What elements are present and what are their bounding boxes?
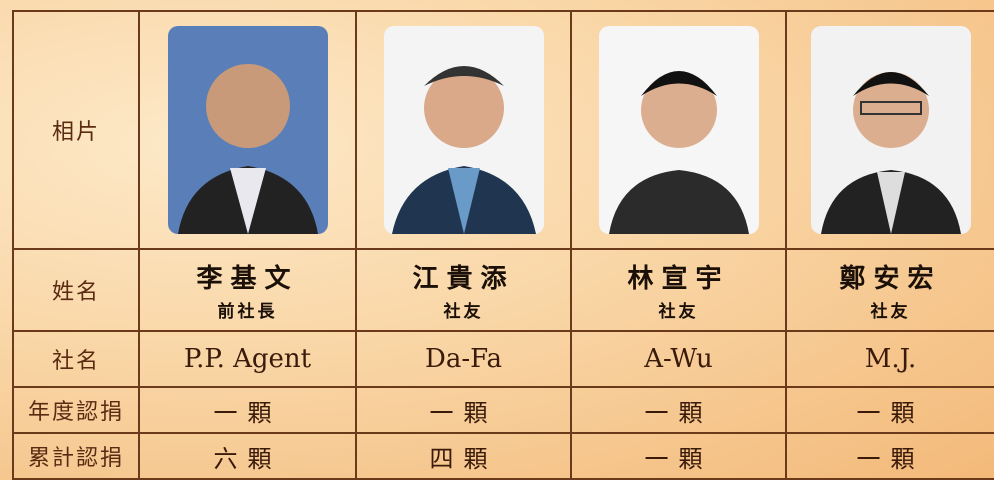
name: 林宣宇 [627, 264, 730, 294]
name-cell: 林宣宇 社友 [572, 250, 787, 332]
annual-donation: 一顆 [787, 388, 994, 434]
role: 社友 [443, 302, 484, 322]
photo-cell [572, 12, 787, 250]
name: 江貴添 [412, 264, 515, 294]
name-cell: 鄭安宏 社友 [787, 250, 994, 332]
annual-donation: 一顆 [357, 388, 572, 434]
total-donation: 一顆 [787, 434, 994, 480]
donor-table: 相片 姓名 李基文前社長 江貴添社友 林宣宇社友 鄭安宏社友 社名 P.P. A… [12, 10, 994, 480]
nickname: Da-Fa [357, 332, 572, 388]
photo [167, 26, 328, 234]
nickname: M.J. [787, 332, 994, 388]
total-donation: 四顆 [357, 434, 572, 480]
nickname: A-Wu [572, 332, 787, 388]
name-cell: 江貴添 社友 [357, 250, 572, 332]
row-label: 姓名 [14, 250, 140, 332]
photo-cell [357, 12, 572, 250]
total-donation: 一顆 [572, 434, 787, 480]
row-label: 社名 [14, 332, 140, 388]
total-donation: 六顆 [140, 434, 357, 480]
name: 李基文 [196, 264, 299, 294]
name-cell: 李基文 前社長 [140, 250, 357, 332]
nickname: P.P. Agent [140, 332, 357, 388]
photo [383, 26, 544, 234]
photo-cell [140, 12, 357, 250]
role: 社友 [870, 302, 911, 322]
row-label: 年度認捐 [14, 388, 140, 434]
name: 鄭安宏 [839, 264, 942, 294]
role: 社友 [658, 302, 699, 322]
photo [810, 26, 971, 234]
photo-cell [787, 12, 994, 250]
row-label: 相片 [14, 12, 140, 250]
row-label: 累計認捐 [14, 434, 140, 480]
photo [598, 26, 759, 234]
annual-donation: 一顆 [572, 388, 787, 434]
role: 前社長 [217, 302, 278, 322]
annual-donation: 一顆 [140, 388, 357, 434]
